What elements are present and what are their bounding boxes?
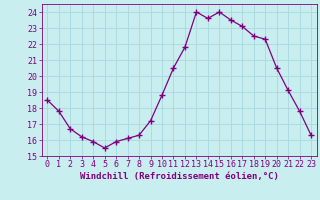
X-axis label: Windchill (Refroidissement éolien,°C): Windchill (Refroidissement éolien,°C) bbox=[80, 172, 279, 181]
